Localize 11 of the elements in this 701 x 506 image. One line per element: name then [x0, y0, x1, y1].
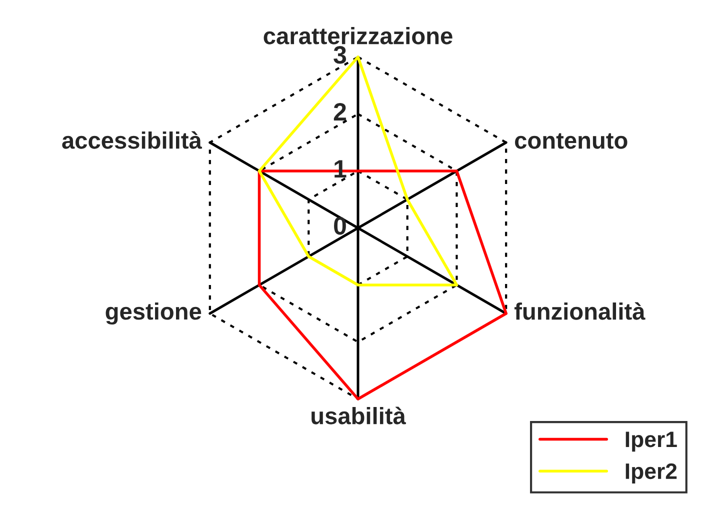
- legend-label: Iper2: [626, 463, 677, 484]
- spoke-label: contenuto: [515, 133, 628, 149]
- spoke-label: accessibilità: [62, 131, 202, 149]
- spoke-label: funzionalità: [514, 302, 646, 320]
- spoke-label: usabilità: [312, 406, 406, 424]
- spoke-label: gestione: [106, 302, 202, 325]
- y-tick-label: 3: [334, 46, 346, 64]
- spoke-label: caratterizzazione: [264, 26, 452, 44]
- legend-label: Iper1: [626, 432, 677, 452]
- y-tick-label: 2: [334, 103, 346, 120]
- y-tick-label: 0: [334, 217, 346, 235]
